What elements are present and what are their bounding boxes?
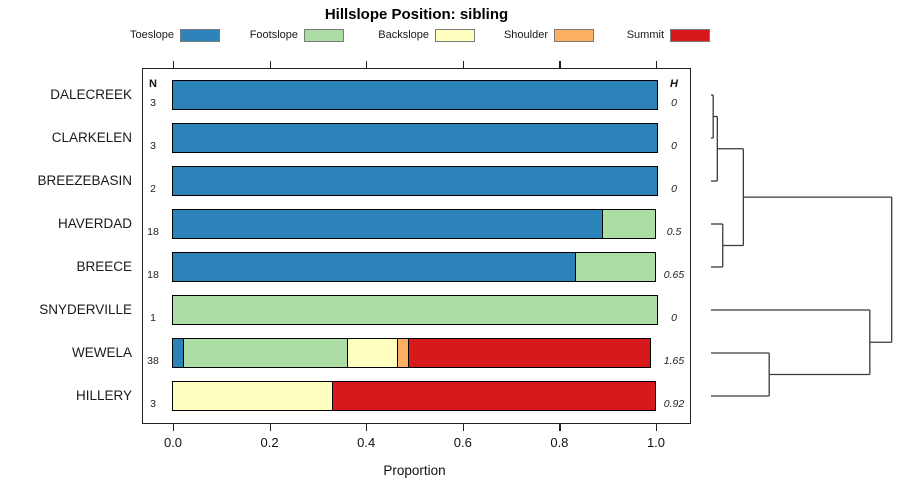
bar-segment-footslope [171,295,658,325]
n-column-header: N [149,78,157,90]
h-column-header: H [670,78,678,90]
x-tick-bottom [559,424,561,431]
n-value: 38 [147,355,159,367]
n-value: 3 [150,140,156,152]
site-label-haverdad: HAVERDAD [57,216,132,231]
h-value: 0 [671,312,677,324]
x-tick-bottom [462,424,465,431]
bar-row-breezebasin [171,166,658,196]
legend-swatch-footslope-icon [304,29,344,42]
n-value: 3 [150,398,156,410]
x-tick-label: 0.0 [163,435,183,450]
legend-label: Backslope [378,29,429,41]
x-tick-top [173,61,175,68]
x-tick-bottom [173,424,175,431]
bar-row-dalecreek [171,80,658,110]
bar-segment-footslope [601,209,656,239]
legend-label: Shoulder [503,29,548,41]
h-value: 0 [671,140,677,152]
site-label-clarkelen: CLARKELEN [51,130,132,145]
bar-segment-toeslope [171,209,604,239]
legend-swatch-toeslope-icon [180,29,220,42]
x-tick-label: 1.0 [646,435,666,450]
x-tick-label: 0.8 [550,435,569,450]
bar-row-breece [171,252,658,282]
legend-label: Footslope [249,29,298,41]
chart-title: Hillslope Position: sibling [324,6,509,23]
h-value: 0 [671,97,677,109]
x-tick-top [656,61,658,68]
bar-segment-toeslope [171,252,577,282]
h-value: 0.5 [666,226,682,238]
x-tick-label: 0.4 [357,435,376,450]
x-tick-bottom [656,424,658,431]
x-axis-title: Proportion [383,463,446,478]
h-value: 0.65 [663,269,685,281]
x-tick-top [269,61,271,68]
bar-row-hillery [171,381,658,411]
bar-segment-toeslope [171,123,658,153]
x-tick-top [462,61,465,68]
n-value: 1 [150,312,156,324]
site-label-breece: BREECE [76,259,132,274]
h-value: 1.65 [663,355,685,367]
n-value: 2 [150,183,156,195]
legend-label: Summit [626,29,664,41]
bar-row-snyderville [171,295,658,325]
site-label-hillery: HILLERY [75,388,132,403]
x-tick-label: 0.6 [453,435,472,450]
h-value: 0.92 [663,398,685,410]
site-label-snyderville: SNYDERVILLE [39,302,132,317]
bar-row-haverdad [171,209,658,239]
bar-segment-toeslope [171,80,658,110]
bar-segment-toeslope [171,166,658,196]
n-value: 18 [147,269,159,281]
legend-swatch-shoulder-icon [554,29,594,42]
x-tick-top [559,61,561,68]
legend-label: Toeslope [129,29,174,41]
site-label-breezebasin: BREEZEBASIN [37,173,132,188]
x-tick-bottom [366,424,368,431]
bar-segment-summit [331,381,656,411]
x-tick-label: 0.2 [260,435,279,450]
bar-segment-footslope [574,252,656,282]
n-value: 18 [147,226,159,238]
legend-swatch-backslope-icon [435,29,475,42]
x-tick-top [366,61,368,68]
bar-row-clarkelen [171,123,658,153]
x-tick-bottom [269,424,271,431]
site-label-wewela: WEWELA [71,345,132,360]
legend-swatch-summit-icon [670,29,710,42]
bar-segment-footslope [182,338,349,368]
bar-segment-backslope [171,381,334,411]
site-label-dalecreek: DALECREEK [50,87,132,102]
bar-row-wewela [171,338,658,368]
h-value: 0 [671,183,677,195]
n-value: 3 [150,97,156,109]
bar-segment-summit [408,338,652,368]
